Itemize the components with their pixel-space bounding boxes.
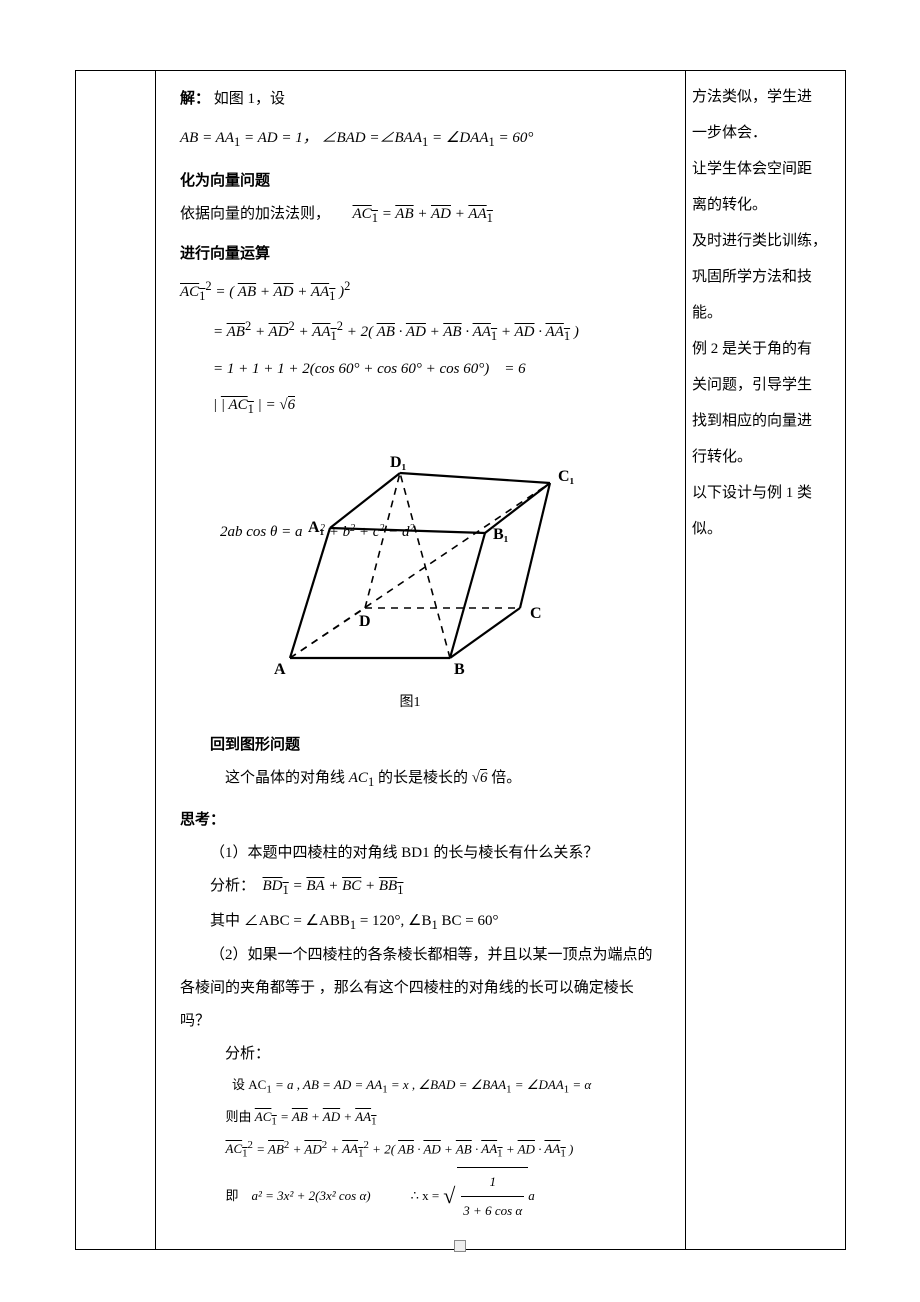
given-equation: AB = AA1 = AD = 1， ∠BAD =∠BAA1 = ∠DAA1 =… (180, 122, 661, 157)
heading-convert-vector: 化为向量问题 (180, 165, 661, 198)
vec-add-eq: AC1 = AB + AD + AA1 (353, 206, 493, 222)
lead-label: 解： (180, 91, 210, 107)
svg-text:A: A (274, 661, 286, 678)
think-q1: （1）本题中四棱柱的对角线 BD1 的长与棱长有什么关系？ (180, 837, 661, 870)
note-line: 一步体会． (692, 115, 839, 151)
note-line: 巩固所学方法和技 (692, 259, 839, 295)
svg-text:C₁: C₁ (558, 468, 575, 485)
think-q2a: （2）如果一个四棱柱的各条棱长都相等，并且以某一顶点为端点的 (180, 939, 661, 972)
addition-rule-line: 依据向量的加法法则， AC1 = AB + AD + AA1 (180, 198, 661, 233)
parallelepiped-svg: ABCDA₁B₁C₁D₁2ab cos θ = a2 + b2 + c2 − d… (220, 428, 600, 688)
svg-text:B₁: B₁ (493, 526, 509, 543)
heading-vector-comp: 进行向量运算 (180, 238, 661, 271)
svg-text:C: C (530, 605, 542, 622)
sidebar-cell: 方法类似，学生进 一步体会． 让学生体会空间距 离的转化。 及时进行类比训练， … (686, 71, 846, 1250)
think-then: 则由 AC1 = AB + AD + AA1 (180, 1103, 661, 1134)
solution-lead: 解： 如图 1，设 (180, 83, 661, 116)
page-marker-icon (454, 1240, 466, 1252)
note-line: 及时进行类比训练， (692, 223, 839, 259)
think-ans1: 分析： BD1 = BA + BC + BB1 (180, 870, 661, 905)
note-line: 方法类似，学生进 (692, 79, 839, 115)
sq-line1: AC12 = ( AB + AD + AA1 )2 (180, 271, 661, 311)
figure-caption: 图1 (250, 688, 570, 719)
left-cell (76, 71, 156, 1250)
figure-1: ABCDA₁B₁C₁D₁2ab cos θ = a2 + b2 + c2 − d… (220, 428, 661, 719)
note-line: 让学生体会空间距 (692, 151, 839, 187)
note-line: 似。 (692, 511, 839, 547)
document-page: 解： 如图 1，设 AB = AA1 = AD = 1， ∠BAD =∠BAA1… (0, 0, 920, 1302)
think-final: 即 a² = 3x² + 2(3x² cos α) ∴ x = √ 1 3 + … (180, 1167, 661, 1226)
sidebar-notes: 方法类似，学生进 一步体会． 让学生体会空间距 离的转化。 及时进行类比训练， … (692, 79, 839, 547)
think-q2b: 各棱间的夹角都等于 ，那么有这个四棱柱的对角线的长可以确定棱长吗？ (180, 972, 661, 1038)
sq-line3: = 1 + 1 + 1 + 2(cos 60° + cos 60° + cos … (180, 351, 661, 387)
note-line: 关问题，引导学生 (692, 367, 839, 403)
heading-back-figure: 回到图形问题 (180, 729, 661, 762)
note-line: 行转化。 (692, 439, 839, 475)
note-line: 例 2 是关于角的有 (692, 331, 839, 367)
svg-text:D₁: D₁ (390, 454, 407, 471)
note-line: 找到相应的向量进 (692, 403, 839, 439)
think-expand: AC12 = AB2 + AD2 + AA12 + 2( AB · AD + A… (180, 1134, 661, 1167)
think-ans2-label: 分析： (180, 1038, 661, 1071)
svg-text:2ab cos θ = a: 2ab cos θ = a (220, 524, 303, 540)
note-line: 离的转化。 (692, 187, 839, 223)
think-title: 思考： (180, 804, 661, 837)
svg-text:D: D (359, 613, 371, 630)
magnitude-line: | | AC1 | = √6 (180, 387, 661, 424)
think-set: 设 AC1 = a , AB = AD = AA1 = x , ∠BAD = ∠… (180, 1071, 661, 1102)
svg-text:B: B (454, 661, 465, 678)
lead-tail: 如图 1，设 (214, 91, 285, 107)
layout-table: 解： 如图 1，设 AB = AA1 = AD = 1， ∠BAD =∠BAA1… (75, 70, 846, 1250)
note-line: 能。 (692, 295, 839, 331)
conclusion: 这个晶体的对角线 AC1 的长是棱长的 √6 倍。 (180, 762, 661, 797)
svg-text:2 + b2 + c2 − d2: 2 + b2 + c2 − d2 (320, 523, 415, 541)
square-expansion: AC12 = ( AB + AD + AA1 )2 = AB2 + AD2 + … (180, 271, 661, 424)
main-cell: 解： 如图 1，设 AB = AA1 = AD = 1， ∠BAD =∠BAA1… (156, 71, 686, 1250)
sq-line2: = AB2 + AD2 + AA12 + 2( AB · AD + AB · A… (180, 311, 661, 351)
addition-rule-text: 依据向量的加法法则， (180, 206, 330, 222)
main-content: 解： 如图 1，设 AB = AA1 = AD = 1， ∠BAD =∠BAA1… (162, 79, 679, 1230)
note-line: 以下设计与例 1 类 (692, 475, 839, 511)
think-ans1-angles: 其中 ∠ABC = ∠ABB1 = 120°, ∠B1 BC = 60° (180, 905, 661, 940)
